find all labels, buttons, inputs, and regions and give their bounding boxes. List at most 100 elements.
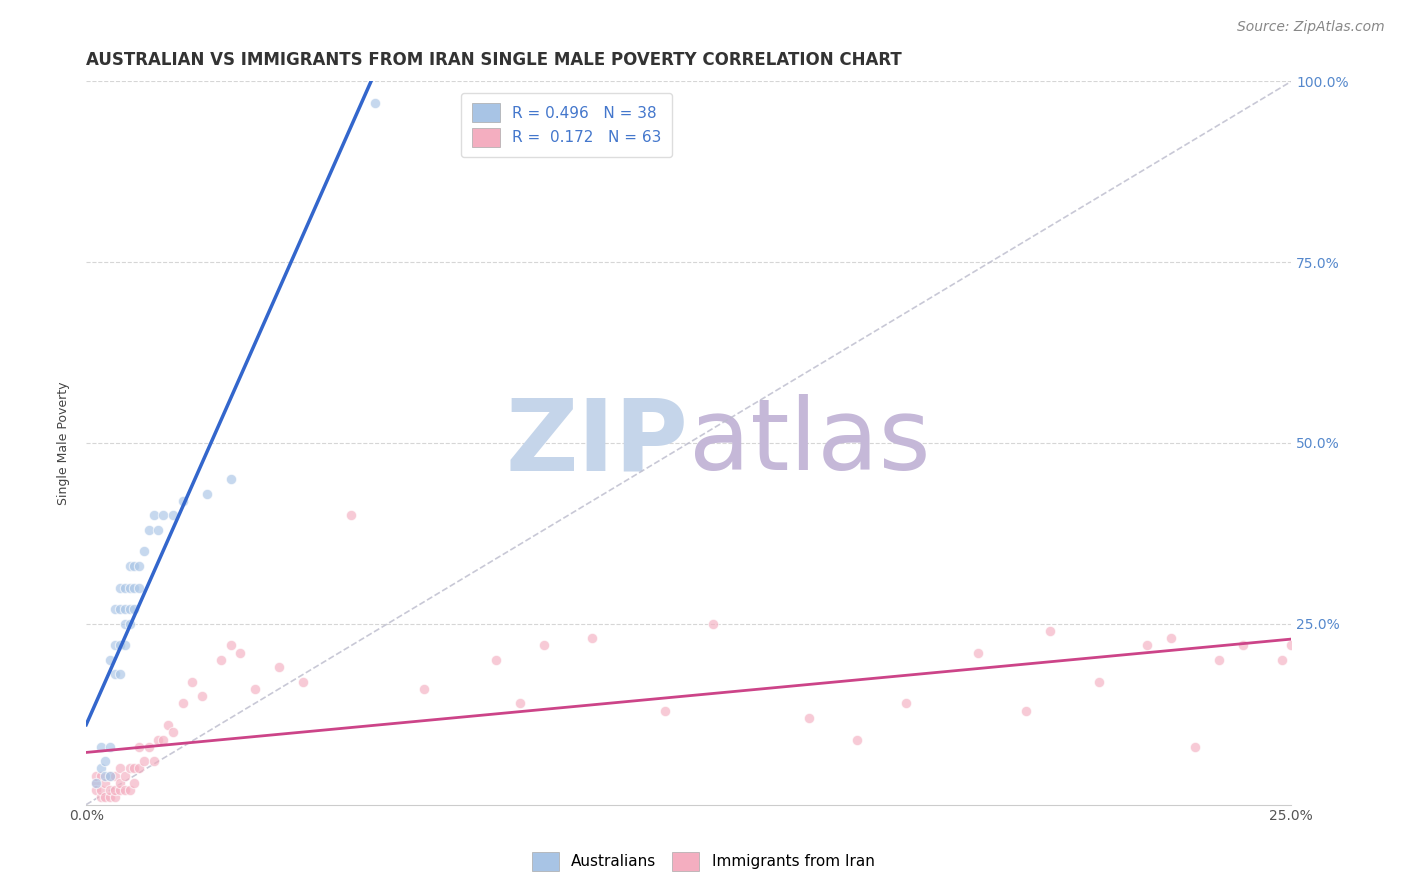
Point xyxy=(128,558,150,573)
Point xyxy=(533,639,555,653)
Point xyxy=(114,639,136,653)
Point xyxy=(340,508,363,523)
Point xyxy=(412,681,434,696)
Point xyxy=(509,697,531,711)
Point xyxy=(94,754,117,768)
Point xyxy=(94,776,117,790)
Point xyxy=(98,769,121,783)
Point xyxy=(702,616,724,631)
Point xyxy=(292,674,315,689)
Point xyxy=(967,646,990,660)
Point xyxy=(157,718,180,732)
Point xyxy=(118,581,141,595)
Point xyxy=(1279,639,1302,653)
Point xyxy=(1087,674,1109,689)
Point xyxy=(148,523,170,537)
Point xyxy=(128,581,150,595)
Point xyxy=(90,739,112,754)
Point xyxy=(124,776,146,790)
Point xyxy=(84,769,107,783)
Point xyxy=(98,790,121,805)
Point xyxy=(108,667,131,681)
Point xyxy=(138,523,160,537)
Point xyxy=(84,776,107,790)
Y-axis label: Single Male Poverty: Single Male Poverty xyxy=(58,381,70,505)
Point xyxy=(94,790,117,805)
Point xyxy=(1208,653,1230,667)
Point xyxy=(114,769,136,783)
Point xyxy=(1271,653,1294,667)
Point xyxy=(142,754,165,768)
Point xyxy=(581,632,603,646)
Point xyxy=(364,96,387,111)
Point xyxy=(94,769,117,783)
Point xyxy=(98,783,121,797)
Point xyxy=(132,754,155,768)
Point xyxy=(172,697,194,711)
Point xyxy=(98,769,121,783)
Point xyxy=(148,732,170,747)
Point xyxy=(191,689,214,703)
Text: ZIP: ZIP xyxy=(506,394,689,491)
Point xyxy=(152,508,174,523)
Point xyxy=(209,653,232,667)
Point xyxy=(162,725,184,739)
Point xyxy=(195,486,218,500)
Point xyxy=(267,660,290,674)
Point xyxy=(90,790,112,805)
Point xyxy=(118,783,141,797)
Point xyxy=(90,761,112,775)
Point xyxy=(108,783,131,797)
Point xyxy=(104,769,127,783)
Point xyxy=(1160,632,1182,646)
Point xyxy=(124,761,146,775)
Point xyxy=(104,790,127,805)
Point xyxy=(162,508,184,523)
Point xyxy=(98,653,121,667)
Point xyxy=(132,544,155,558)
Point xyxy=(98,739,121,754)
Point xyxy=(124,602,146,616)
Point xyxy=(124,581,146,595)
Point xyxy=(104,783,127,797)
Point xyxy=(114,783,136,797)
Point xyxy=(846,732,869,747)
Point xyxy=(104,602,127,616)
Point xyxy=(104,639,127,653)
Point xyxy=(172,493,194,508)
Point xyxy=(1232,639,1254,653)
Point xyxy=(485,653,508,667)
Point xyxy=(118,602,141,616)
Point xyxy=(219,639,242,653)
Point xyxy=(90,783,112,797)
Point xyxy=(894,697,917,711)
Point xyxy=(108,581,131,595)
Point xyxy=(114,616,136,631)
Legend: R = 0.496   N = 38, R =  0.172   N = 63: R = 0.496 N = 38, R = 0.172 N = 63 xyxy=(461,93,672,157)
Point xyxy=(142,508,165,523)
Point xyxy=(152,732,174,747)
Point xyxy=(114,581,136,595)
Point xyxy=(1015,704,1038,718)
Point xyxy=(108,602,131,616)
Point xyxy=(124,558,146,573)
Point xyxy=(118,616,141,631)
Point xyxy=(138,739,160,754)
Point xyxy=(229,646,252,660)
Point xyxy=(108,761,131,775)
Point xyxy=(114,602,136,616)
Point xyxy=(108,776,131,790)
Legend: Australians, Immigrants from Iran: Australians, Immigrants from Iran xyxy=(523,843,883,880)
Point xyxy=(1039,624,1062,638)
Text: AUSTRALIAN VS IMMIGRANTS FROM IRAN SINGLE MALE POVERTY CORRELATION CHART: AUSTRALIAN VS IMMIGRANTS FROM IRAN SINGL… xyxy=(86,51,901,69)
Point xyxy=(1184,739,1206,754)
Point xyxy=(654,704,676,718)
Point xyxy=(118,761,141,775)
Point xyxy=(128,761,150,775)
Point xyxy=(108,639,131,653)
Point xyxy=(243,681,266,696)
Point xyxy=(90,769,112,783)
Point xyxy=(181,674,204,689)
Point xyxy=(219,472,242,486)
Point xyxy=(104,667,127,681)
